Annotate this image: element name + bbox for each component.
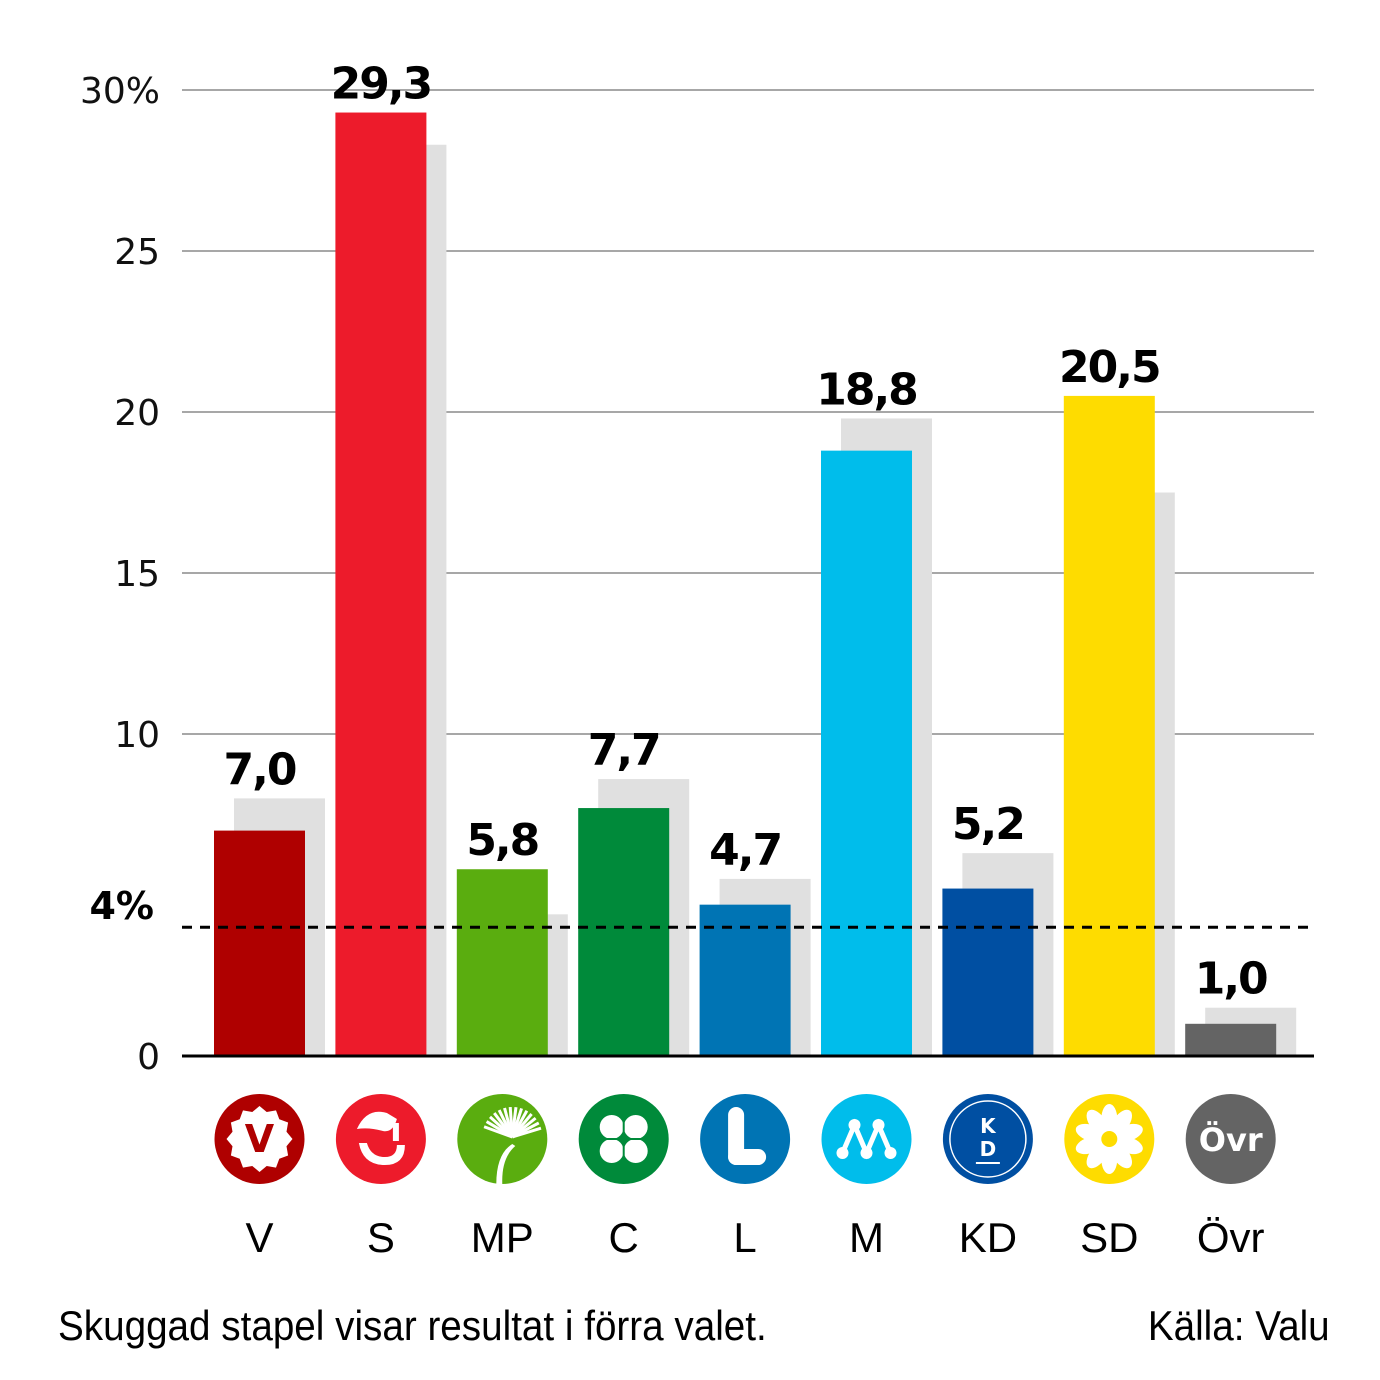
party-logos: V KD Övr <box>214 1094 1276 1184</box>
clover-icon <box>578 1094 669 1184</box>
daisy-icon <box>1064 1094 1155 1184</box>
current-bar <box>578 808 670 1056</box>
value-label: 5,8 <box>466 815 538 866</box>
y-tick-label: 15 <box>114 554 160 595</box>
category-label: V <box>245 1214 273 1261</box>
current-bar <box>821 450 912 1056</box>
ovr-text: Övr <box>1199 1121 1263 1159</box>
rose-icon <box>335 1094 426 1184</box>
bar-chart: 0 10 15 20 25 30% 4% 7,0 29,3 5,8 7,7 4,7 18,8 5,2 2… <box>80 59 1314 1261</box>
value-label: 4,7 <box>709 825 781 876</box>
clover-leaf <box>599 1115 624 1139</box>
value-labels: 7,0 29,3 5,8 7,7 4,7 18,8 5,2 20,5 1,0 <box>224 59 1270 1005</box>
value-label: 18,8 <box>816 364 917 415</box>
value-label: 7,0 <box>224 744 296 795</box>
y-tick-label: 10 <box>114 715 160 756</box>
kd-letter-d: D <box>980 1137 997 1161</box>
category-label: S <box>367 1214 395 1261</box>
y-tick-label: 0 <box>137 1037 160 1078</box>
category-labels: V S MP C L M KD SD Övr <box>245 1214 1264 1261</box>
current-bar <box>942 888 1034 1056</box>
logo-circle <box>942 1094 1033 1184</box>
daisy-center <box>1101 1131 1118 1147</box>
letter-l-icon <box>700 1094 791 1184</box>
y-tick-label: 25 <box>114 232 160 273</box>
daisy-petal <box>1110 1109 1132 1136</box>
value-label: 7,7 <box>588 725 660 776</box>
value-label: 1,0 <box>1195 954 1267 1005</box>
l-foot <box>728 1149 767 1165</box>
value-label: 29,3 <box>331 59 432 110</box>
daisy-petal <box>1110 1142 1132 1169</box>
ovr-text-icon: Övr <box>1185 1094 1276 1184</box>
letter-m-network-icon <box>821 1094 912 1184</box>
current-bar <box>1063 395 1155 1056</box>
logo-circle <box>1185 1094 1276 1184</box>
current-bar <box>699 904 791 1056</box>
daisy-petal <box>1086 1109 1109 1136</box>
clover-leaf <box>623 1115 648 1139</box>
current-bar <box>456 869 548 1056</box>
rose-stem <box>392 1123 399 1141</box>
y-tick-label: 20 <box>114 393 160 434</box>
rose-petal <box>356 1111 397 1132</box>
current-bar <box>1185 1023 1277 1056</box>
carnation-v-icon: V <box>214 1094 305 1184</box>
m-node <box>848 1119 861 1131</box>
current-bar <box>214 830 305 1056</box>
clover-leaf <box>623 1139 648 1163</box>
threshold-line-group: 4% <box>89 884 1314 929</box>
category-label: KD <box>959 1214 1017 1261</box>
current-result-bars <box>214 112 1277 1057</box>
dandelion-stem <box>496 1144 516 1184</box>
clover-leaf <box>599 1139 624 1163</box>
m-node <box>872 1119 885 1131</box>
category-label: Övr <box>1197 1214 1265 1261</box>
carnation-shape <box>226 1106 293 1172</box>
kd-ring <box>949 1100 1027 1178</box>
dandelion-icon <box>457 1094 548 1184</box>
category-label: L <box>733 1214 756 1261</box>
value-label: 5,2 <box>952 799 1024 850</box>
logo-circle <box>335 1094 426 1184</box>
daisy-petal <box>1086 1142 1109 1169</box>
footnote: Skuggad stapel visar resultat i förra va… <box>58 1302 767 1349</box>
current-bar <box>335 112 427 1057</box>
kd-letter-k: K <box>980 1114 997 1138</box>
category-label: M <box>849 1214 884 1261</box>
rose-petal <box>358 1143 405 1165</box>
m-node <box>836 1147 849 1159</box>
logo-circle <box>700 1094 791 1184</box>
dandelion-seed <box>511 1126 542 1139</box>
category-label: SD <box>1080 1214 1138 1261</box>
kd-monogram-icon: KD <box>942 1094 1033 1184</box>
category-label: MP <box>471 1214 534 1261</box>
source-credit: Källa: Valu <box>1148 1302 1330 1349</box>
logo-circle <box>821 1094 912 1184</box>
threshold-label: 4% <box>89 884 154 928</box>
m-node <box>860 1147 873 1159</box>
m-node <box>884 1147 897 1159</box>
value-label: 20,5 <box>1059 342 1160 393</box>
y-axis-ticks: 0 10 15 20 25 30% <box>80 71 160 1078</box>
logo-letter: V <box>245 1117 275 1161</box>
category-label: C <box>609 1214 639 1261</box>
y-tick-label: 30% <box>80 71 160 112</box>
